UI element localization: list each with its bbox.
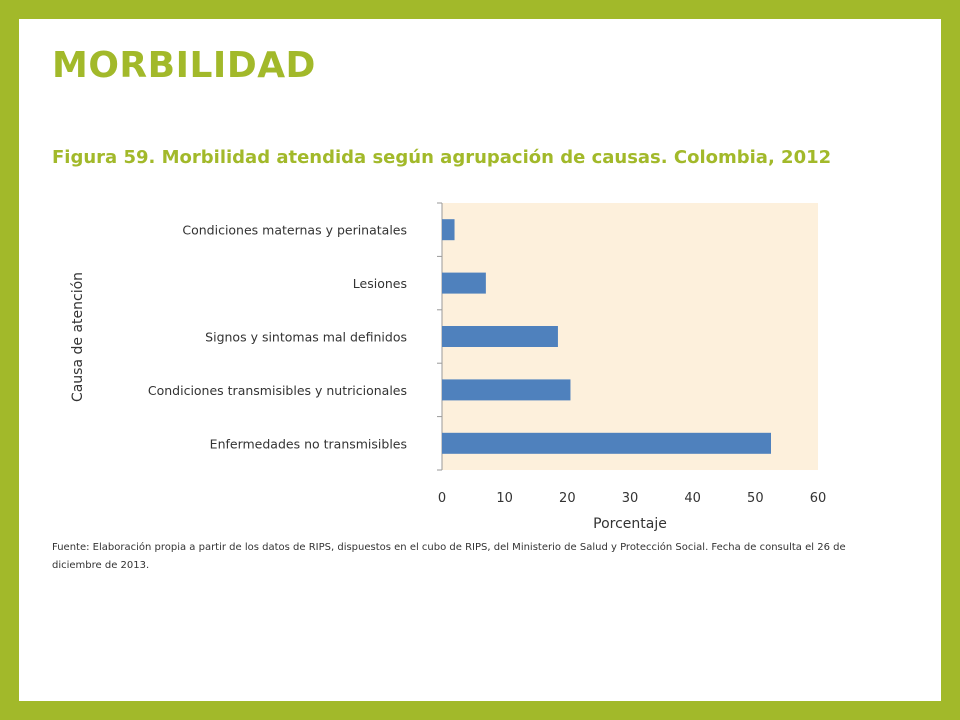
y-axis-title: Causa de atención — [70, 272, 86, 402]
x-tick-label: 10 — [496, 491, 513, 506]
bar — [442, 432, 771, 454]
category-label: Condiciones maternas y perinatales — [182, 223, 407, 238]
x-tick-label: 30 — [622, 491, 639, 506]
x-axis-title: Porcentaje — [593, 516, 667, 532]
category-label: Lesiones — [353, 276, 407, 291]
bar — [442, 272, 486, 294]
x-tick-label: 20 — [559, 491, 576, 506]
category-label: Condiciones transmisibles y nutricionale… — [148, 383, 407, 398]
bar — [442, 326, 558, 347]
slide-title: MORBILIDAD — [52, 45, 316, 86]
x-tick-label: 0 — [438, 491, 446, 506]
x-tick-label: 50 — [747, 491, 764, 506]
bar — [442, 379, 571, 401]
x-tick-label: 40 — [684, 491, 701, 506]
source-note: Fuente: Elaboración propia a partir de l… — [52, 542, 846, 571]
bar — [442, 219, 455, 241]
category-label: Enfermedades no transmisibles — [210, 436, 407, 451]
category-label: Signos y sintomas mal definidos — [205, 330, 407, 345]
figure-caption: Figura 59. Morbilidad atendida según agr… — [52, 147, 832, 168]
x-tick-label: 60 — [810, 491, 827, 506]
